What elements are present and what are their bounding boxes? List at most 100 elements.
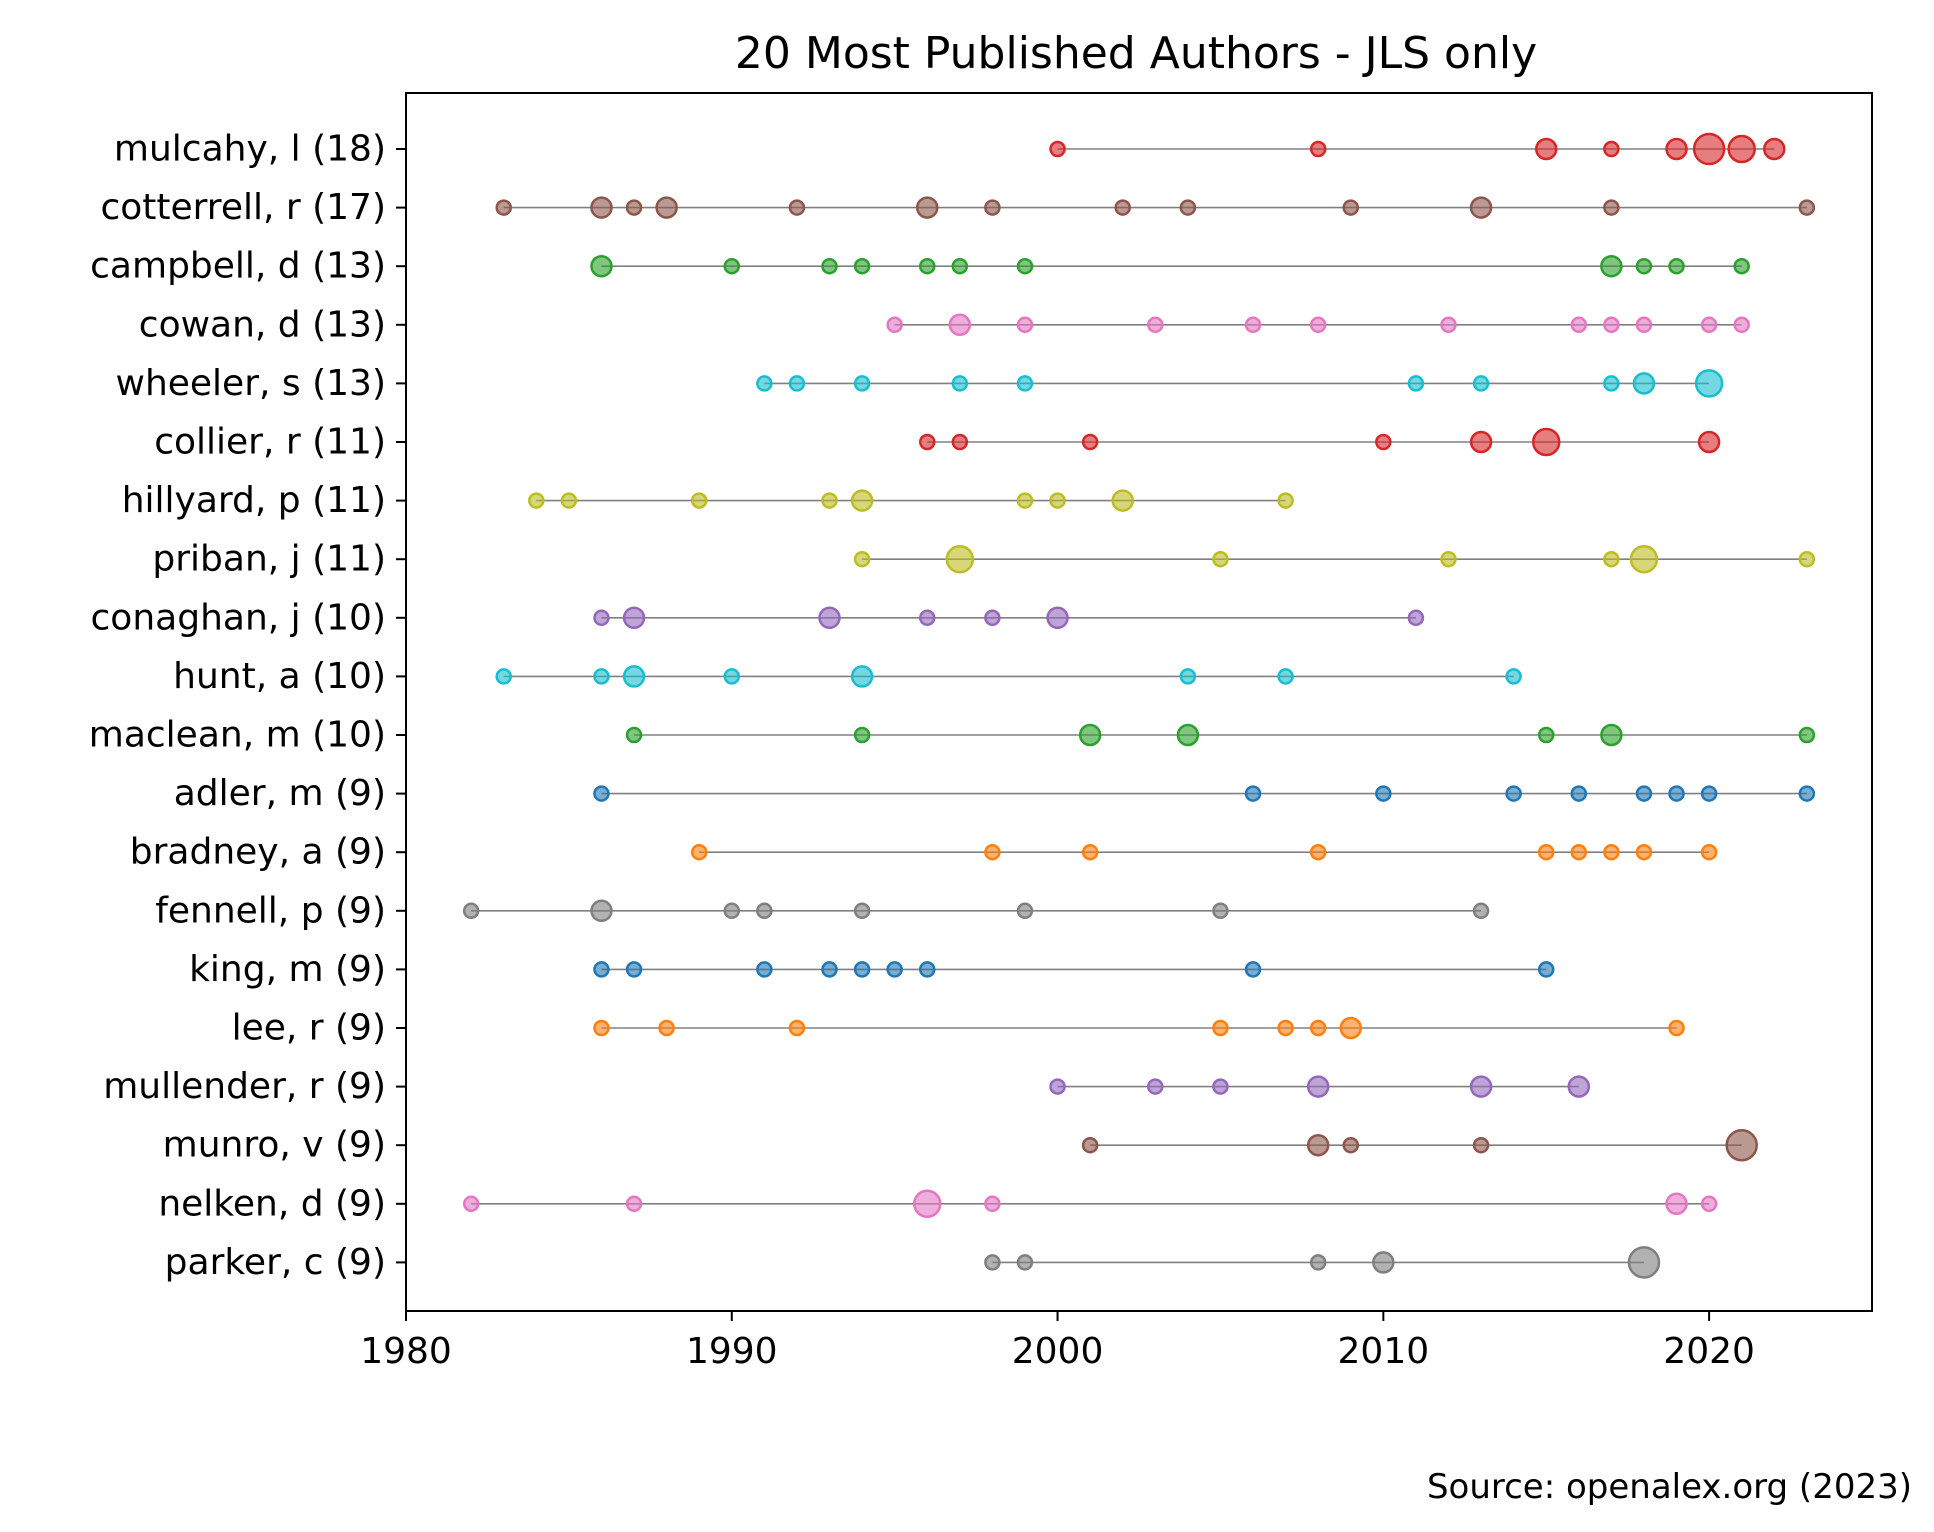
data-point — [1244, 961, 1262, 978]
data-point — [1700, 316, 1718, 334]
source-note: Source: openalex.org (2023) — [1427, 1467, 1912, 1507]
data-point — [1531, 427, 1561, 457]
data-point — [1078, 723, 1102, 747]
data-point — [690, 843, 708, 861]
plot-area — [462, 132, 1816, 1279]
data-point — [1627, 1246, 1661, 1279]
y-tick-label: priban, j (11) — [152, 539, 386, 580]
data-point — [1635, 257, 1653, 275]
data-point — [788, 375, 806, 392]
y-tick-label: mullender, r (9) — [103, 1066, 386, 1107]
data-point — [1763, 137, 1786, 161]
data-point — [1733, 257, 1750, 275]
axes: mulcahy, l (18) cotterrell, r (17) campbel… — [89, 129, 1755, 1373]
data-point — [1469, 1075, 1493, 1098]
y-tick-label: parker, c (9) — [165, 1242, 386, 1283]
data-point — [984, 1195, 1001, 1213]
y-tick-label: collier, r (11) — [154, 422, 386, 463]
data-point — [1694, 369, 1724, 398]
data-point — [1469, 430, 1493, 454]
data-point — [1212, 1019, 1229, 1037]
data-point — [462, 1195, 480, 1213]
data-point — [1277, 1019, 1294, 1037]
data-point — [1212, 1078, 1229, 1095]
data-point — [1277, 492, 1294, 509]
data-point — [853, 961, 871, 978]
data-point — [788, 1019, 806, 1037]
data-point — [1339, 1016, 1363, 1040]
data-point — [1016, 1254, 1034, 1271]
data-point — [625, 961, 643, 978]
data-point — [853, 726, 871, 744]
data-point — [1635, 785, 1653, 802]
data-point — [495, 199, 512, 216]
data-point — [1244, 316, 1262, 334]
data-point — [658, 1019, 675, 1037]
data-point — [1603, 316, 1620, 334]
data-point — [1049, 1078, 1066, 1095]
data-point — [853, 550, 871, 568]
data-point — [1016, 316, 1034, 334]
data-point — [850, 489, 874, 512]
data-point — [756, 961, 773, 978]
data-point — [1306, 1075, 1330, 1098]
data-point — [1016, 257, 1034, 275]
data-point — [625, 199, 643, 216]
data-point — [1342, 199, 1360, 216]
data-point — [1179, 668, 1197, 685]
data-point — [1277, 668, 1294, 685]
data-point — [1603, 140, 1620, 158]
data-point — [625, 726, 643, 744]
plot-frame — [405, 92, 1873, 1312]
data-point — [1472, 375, 1490, 392]
data-point — [1407, 609, 1425, 627]
data-point — [951, 257, 969, 275]
data-point — [625, 1195, 643, 1213]
data-point — [1567, 1075, 1591, 1098]
y-tick-label: munro, v (9) — [163, 1125, 386, 1166]
x-tick-label: 2020 — [1663, 1331, 1755, 1372]
data-point — [495, 668, 512, 685]
data-point — [1798, 726, 1816, 744]
data-point — [951, 433, 969, 451]
data-point — [593, 668, 610, 685]
data-point — [1372, 1251, 1395, 1274]
data-point — [984, 609, 1001, 627]
data-point — [1798, 199, 1816, 216]
data-point — [622, 665, 646, 688]
data-point — [853, 375, 871, 392]
data-point — [984, 1254, 1001, 1271]
data-point — [593, 609, 610, 627]
data-point — [560, 492, 578, 509]
data-point — [1600, 723, 1623, 747]
data-point — [948, 313, 972, 337]
data-point — [1798, 550, 1816, 568]
data-point — [886, 316, 903, 334]
data-point — [462, 902, 480, 920]
data-point — [590, 899, 613, 923]
data-point — [853, 902, 871, 920]
data-point — [1600, 254, 1623, 278]
data-point — [756, 902, 773, 920]
data-point — [788, 199, 806, 216]
data-point — [1049, 492, 1066, 509]
data-point — [1375, 785, 1392, 802]
data-point — [1472, 902, 1490, 920]
x-tick-label: 2000 — [1012, 1331, 1104, 1372]
y-tick-label: cotterrell, r (17) — [100, 187, 386, 228]
data-point — [1046, 606, 1069, 630]
data-point — [850, 665, 874, 688]
data-point — [818, 606, 841, 630]
data-point — [1440, 316, 1457, 334]
data-point — [1537, 726, 1555, 744]
data-point — [590, 196, 613, 219]
y-tick-label: mulcahy, l (18) — [114, 129, 386, 170]
data-point — [1309, 140, 1327, 158]
y-tick-label: bradney, a (9) — [130, 832, 386, 873]
data-point — [1629, 544, 1659, 574]
data-point — [690, 492, 708, 509]
y-tick-label: hunt, a (10) — [173, 656, 386, 697]
x-tick-label: 1990 — [686, 1331, 778, 1372]
data-point — [1081, 843, 1099, 861]
